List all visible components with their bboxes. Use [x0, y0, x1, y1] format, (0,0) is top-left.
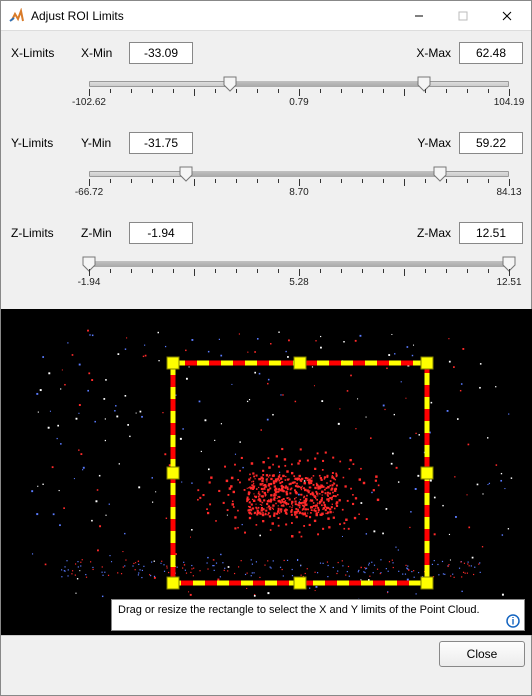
y-tick-left: -66.72: [75, 187, 103, 198]
window-close-button[interactable]: [485, 2, 529, 30]
x-axis-label: X-Limits: [9, 46, 81, 60]
y-tick-mid: 8.70: [289, 187, 308, 198]
hint-text: Drag or resize the rectangle to select t…: [118, 604, 480, 616]
x-tick-mid: 0.79: [289, 97, 308, 108]
z-min-label: Z-Min: [81, 226, 129, 240]
roi-rectangle[interactable]: [167, 357, 433, 589]
z-max-label: Z-Max: [407, 226, 459, 240]
titlebar: Adjust ROI Limits: [1, 1, 531, 31]
x-tick-left: -102.62: [72, 97, 106, 108]
y-max-label: Y-Max: [407, 136, 459, 150]
y-limits-group: Y-Limits Y-Min Y-Max -66.72 8.70 84.13: [9, 129, 523, 201]
y-min-label: Y-Min: [81, 136, 129, 150]
z-tick-left: -1.94: [78, 277, 101, 288]
pointcloud-viewer[interactable]: Drag or resize the rectangle to select t…: [1, 309, 532, 635]
z-limits-group: Z-Limits Z-Min Z-Max -1.94 5.28 12.51: [9, 219, 523, 291]
x-range-slider[interactable]: -102.62 0.79 104.19: [89, 75, 509, 111]
maximize-button[interactable]: [441, 2, 485, 30]
x-max-input[interactable]: [459, 42, 523, 64]
hint-box: Drag or resize the rectangle to select t…: [111, 599, 525, 631]
x-min-label: X-Min: [81, 46, 129, 60]
svg-text:i: i: [512, 617, 515, 628]
y-tick-right: 84.13: [496, 187, 521, 198]
z-axis-label: Z-Limits: [9, 226, 81, 240]
window-title: Adjust ROI Limits: [31, 9, 397, 23]
x-tick-right: 104.19: [494, 97, 525, 108]
matlab-icon: [9, 8, 25, 24]
x-max-label: X-Max: [407, 46, 459, 60]
x-min-input[interactable]: [129, 42, 193, 64]
close-button[interactable]: Close: [439, 641, 525, 667]
y-axis-label: Y-Limits: [9, 136, 81, 150]
z-range-slider[interactable]: -1.94 5.28 12.51: [89, 255, 509, 291]
minimize-button[interactable]: [397, 2, 441, 30]
y-max-input[interactable]: [459, 132, 523, 154]
y-range-slider[interactable]: -66.72 8.70 84.13: [89, 165, 509, 201]
footer: Close: [1, 635, 531, 671]
z-tick-mid: 5.28: [289, 277, 308, 288]
controls-panel: X-Limits X-Min X-Max -102.62 0.79 104.19…: [1, 31, 531, 291]
z-tick-right: 12.51: [496, 277, 521, 288]
z-min-input[interactable]: [129, 222, 193, 244]
y-min-input[interactable]: [129, 132, 193, 154]
info-icon[interactable]: i: [506, 614, 520, 628]
z-max-input[interactable]: [459, 222, 523, 244]
x-limits-group: X-Limits X-Min X-Max -102.62 0.79 104.19: [9, 39, 523, 111]
